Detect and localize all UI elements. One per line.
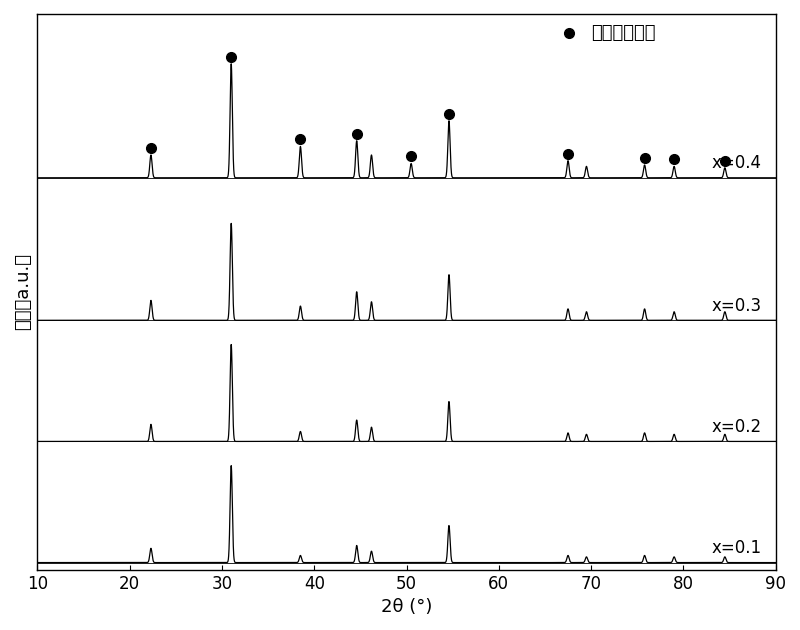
X-axis label: 2θ (°): 2θ (°) — [381, 598, 432, 616]
Text: x=0.2: x=0.2 — [712, 418, 762, 436]
Text: x=0.4: x=0.4 — [712, 154, 762, 172]
Text: x=0.1: x=0.1 — [712, 539, 762, 557]
Text: 立方钓钓矿相: 立方钓钓矿相 — [591, 25, 655, 42]
Text: x=0.3: x=0.3 — [712, 297, 762, 314]
Y-axis label: 强度（a.u.）: 强度（a.u.） — [14, 253, 32, 330]
